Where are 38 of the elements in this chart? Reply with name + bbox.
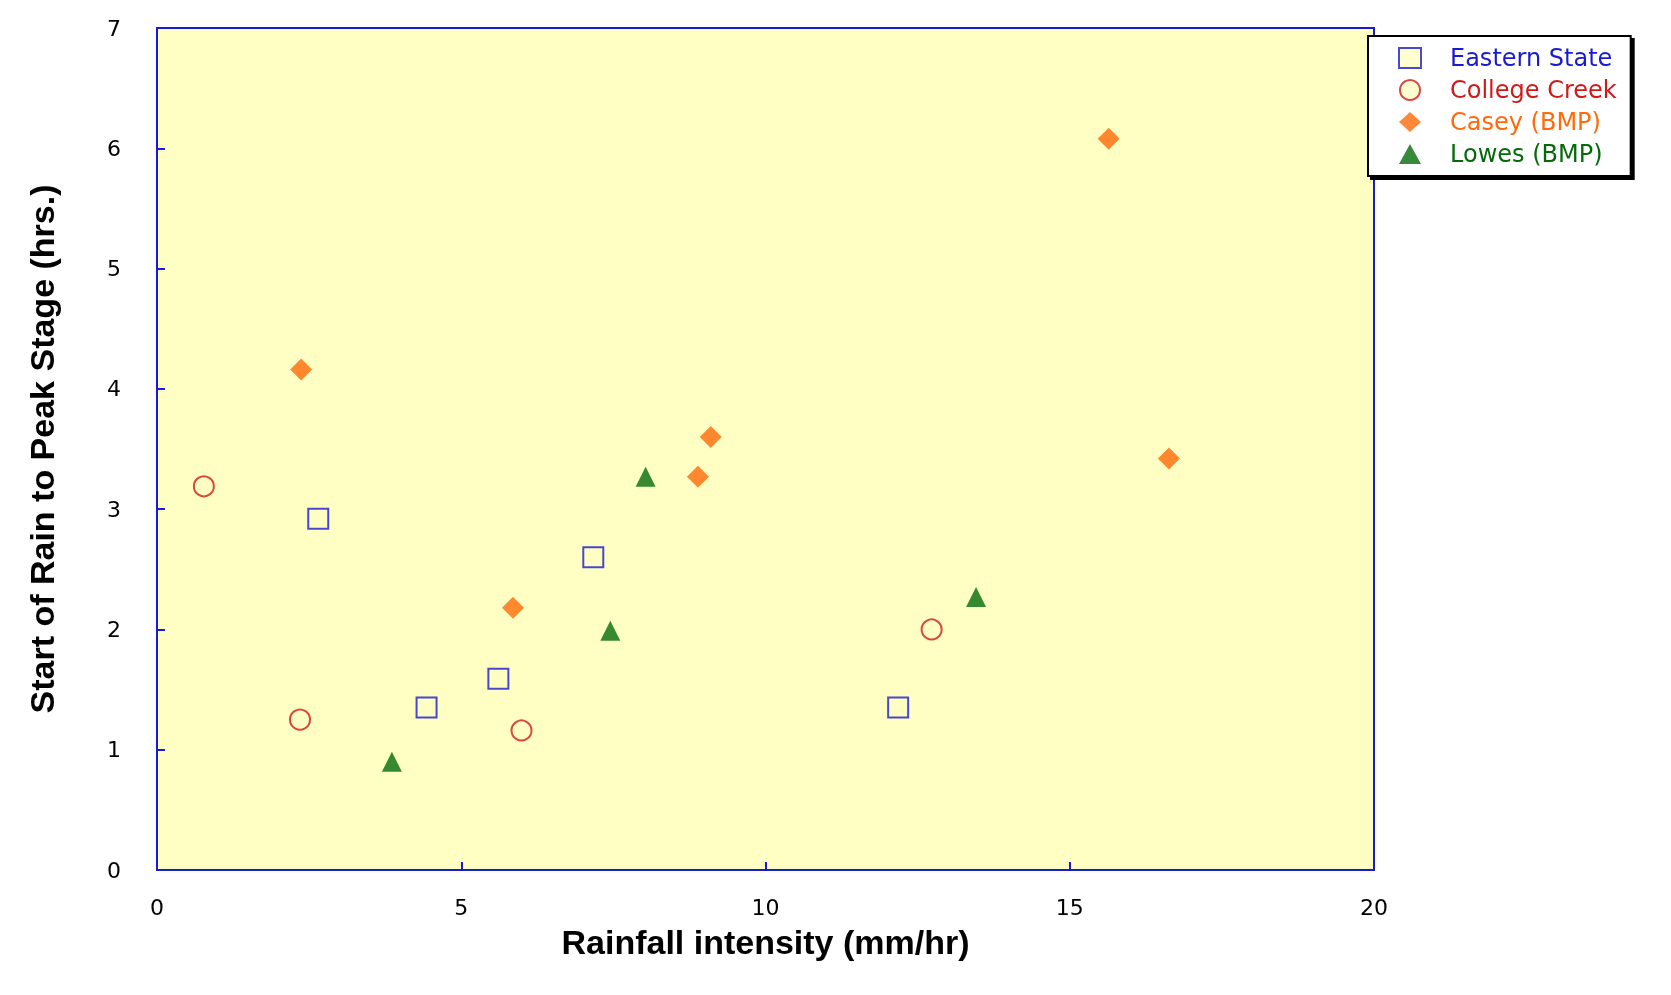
y-tick-label: 5 xyxy=(107,256,121,282)
y-tick-label: 6 xyxy=(107,135,121,161)
legend-label: Eastern State xyxy=(1450,44,1613,72)
y-axis-title: Start of Rain to Peak Stage (hrs.) xyxy=(23,184,61,714)
point xyxy=(686,465,709,488)
x-tick-label: 15 xyxy=(1055,894,1084,920)
y-tick-label: 0 xyxy=(107,857,121,883)
point xyxy=(582,546,605,569)
point xyxy=(381,751,402,772)
x-tick-label: 5 xyxy=(454,894,469,920)
point xyxy=(920,618,943,641)
point xyxy=(501,596,524,619)
point xyxy=(290,358,313,381)
point xyxy=(307,507,330,530)
point xyxy=(487,667,510,690)
point xyxy=(635,466,656,487)
point xyxy=(415,696,438,719)
x-tick-label: 10 xyxy=(751,894,780,920)
point xyxy=(887,696,910,719)
legend-label: College Creek xyxy=(1450,76,1617,104)
legend-label: Lowes (BMP) xyxy=(1450,140,1603,168)
point xyxy=(600,620,621,641)
point xyxy=(192,475,215,498)
y-tick-label: 1 xyxy=(107,737,121,763)
point xyxy=(966,586,987,607)
y-tick-label: 2 xyxy=(107,616,121,642)
point xyxy=(289,708,311,731)
y-tick-label: 7 xyxy=(107,15,121,41)
legend-label: Casey (BMP) xyxy=(1450,108,1601,136)
x-axis-title: Rainfall intensity (mm/hr) xyxy=(561,923,970,961)
point xyxy=(1157,447,1180,470)
point xyxy=(699,425,722,448)
x-tick-label: 0 xyxy=(150,894,164,920)
x-tick-label: 20 xyxy=(1360,894,1388,920)
point xyxy=(1097,127,1120,150)
y-tick-label: 3 xyxy=(107,496,121,522)
y-tick-label: 4 xyxy=(107,376,121,402)
point xyxy=(510,719,533,742)
